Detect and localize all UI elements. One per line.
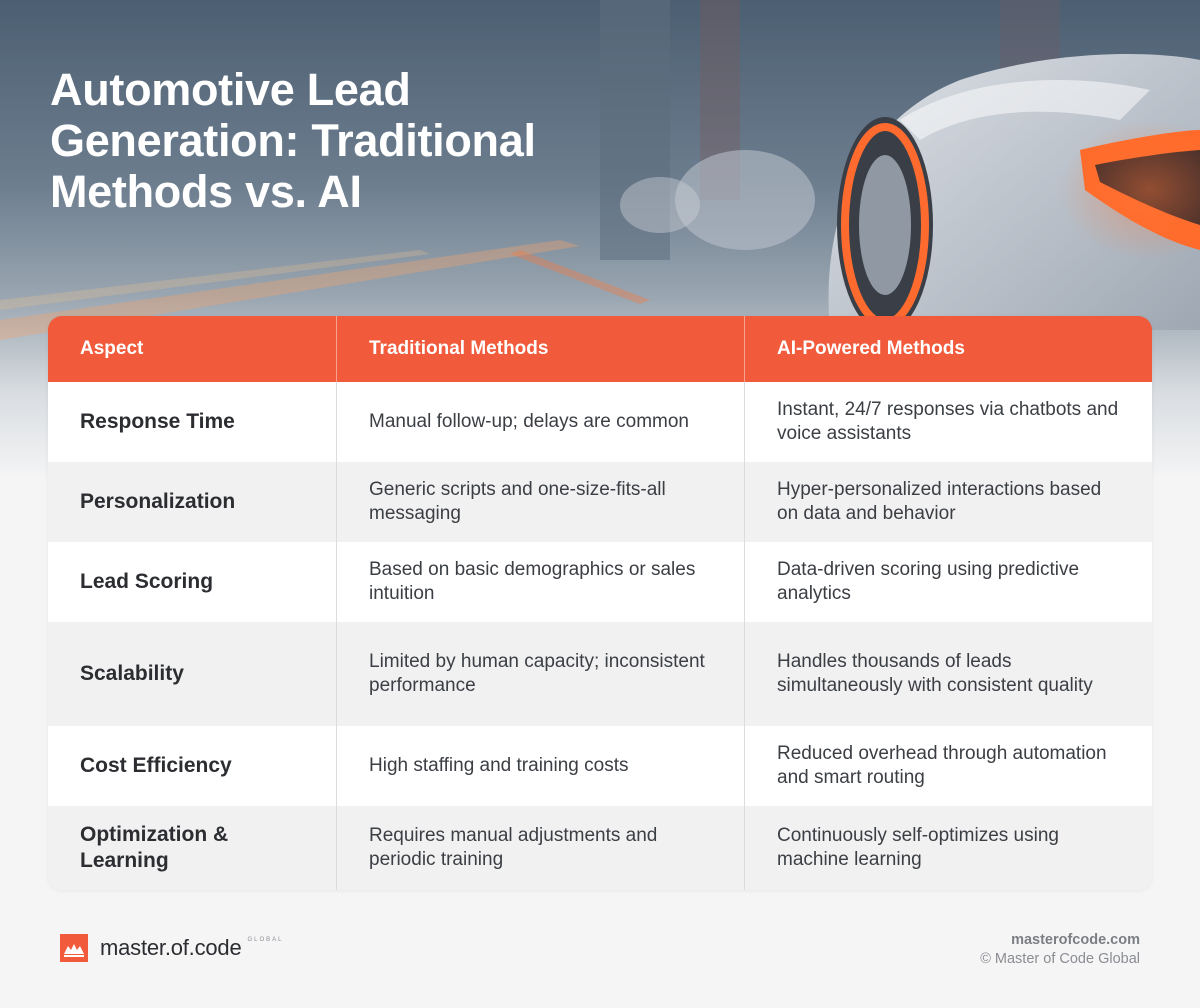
hero-image: Automotive Lead Generation: Traditional … [0, 0, 1200, 480]
table-header-row: Aspect Traditional Methods AI-Powered Me… [48, 316, 1152, 382]
header-ai: AI-Powered Methods [744, 316, 1152, 382]
logo-subtitle: GLOBAL [247, 937, 284, 943]
ai-cell: Instant, 24/7 responses via chatbots and… [744, 382, 1152, 462]
master-of-code-logo-icon [60, 934, 88, 962]
copyright-text: © Master of Code Global [980, 951, 1140, 967]
traditional-cell: Limited by human capacity; inconsistent … [336, 622, 744, 726]
ai-cell: Hyper-personalized interactions based on… [744, 462, 1152, 542]
traditional-cell: High staffing and training costs [336, 726, 744, 806]
table-row: Lead Scoring Based on basic demographics… [48, 542, 1152, 622]
brand-logo: master.of.code GLOBAL [60, 934, 284, 962]
aspect-cell: Response Time [80, 410, 235, 433]
logo-wordmark: master.of.code [100, 935, 242, 960]
traditional-cell: Requires manual adjustments and periodic… [336, 806, 744, 890]
concept-car-illustration [0, 0, 1200, 340]
header-traditional: Traditional Methods [336, 316, 744, 382]
aspect-cell: Lead Scoring [80, 570, 214, 593]
website-link[interactable]: masterofcode.com [1011, 932, 1140, 948]
table-row: Scalability Limited by human capacity; i… [48, 622, 1152, 726]
table-row: Response Time Manual follow-up; delays a… [48, 382, 1152, 462]
ai-cell: Reduced overhead through automation and … [744, 726, 1152, 806]
ai-cell: Handles thousands of leads simultaneousl… [744, 622, 1152, 726]
aspect-cell: Optimization & Learning [80, 823, 229, 872]
page-title: Automotive Lead Generation: Traditional … [50, 64, 536, 217]
traditional-cell: Manual follow-up; delays are common [336, 382, 744, 462]
ai-cell: Continuously self-optimizes using machin… [744, 806, 1152, 890]
traditional-cell: Generic scripts and one-size-fits-all me… [336, 462, 744, 542]
traditional-cell: Based on basic demographics or sales int… [336, 542, 744, 622]
aspect-cell: Personalization [80, 490, 236, 513]
ai-cell: Data-driven scoring using predictive ana… [744, 542, 1152, 622]
footer-credits: masterofcode.com © Master of Code Global [980, 931, 1140, 969]
table-row: Cost Efficiency High staffing and traini… [48, 726, 1152, 806]
table-row: Personalization Generic scripts and one-… [48, 462, 1152, 542]
aspect-cell: Scalability [80, 662, 184, 685]
comparison-table: Aspect Traditional Methods AI-Powered Me… [48, 316, 1152, 890]
table-row: Optimization & Learning Requires manual … [48, 806, 1152, 890]
header-aspect: Aspect [80, 338, 144, 359]
aspect-cell: Cost Efficiency [80, 754, 232, 777]
